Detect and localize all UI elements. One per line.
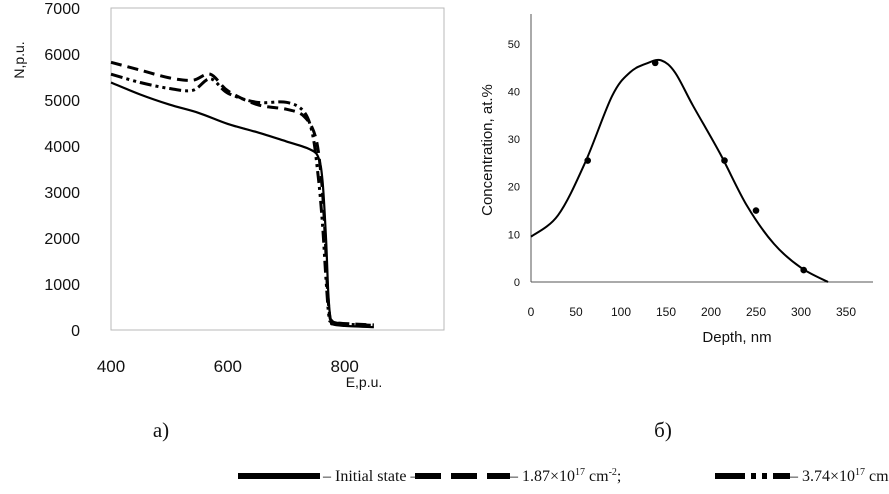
panel-b-x-tick-label: 150 (656, 305, 676, 319)
panel-b-y-tick-label: 10 (508, 229, 520, 241)
panel-a-y-tick-label: 7000 (44, 1, 80, 18)
legend-text-part: – 1.87×10 (509, 468, 575, 485)
panel-b-x-tick-label: 300 (791, 305, 811, 319)
legend-text-part: 17 (855, 467, 865, 478)
legend: – Initial state – – 1.87×1017 cm-2; – 3.7… (238, 467, 889, 485)
panel-a-y-tick-label: 4000 (44, 139, 80, 156)
panel-b-y-tick-label: 50 (508, 39, 520, 51)
legend-label-dose-2: – 3.74×1017 cm-2. (789, 467, 889, 485)
panel-a-plot-frame (110, 7, 445, 331)
panel-b-data-point (800, 266, 807, 274)
panel-b-y-tick-label: 30 (508, 134, 520, 146)
panel-a-x-tick-label: 800 (330, 357, 358, 376)
panel-b-x-tick-label: 350 (836, 305, 856, 319)
panel-a-x-axis-label: E,p.u. (346, 374, 383, 390)
panel-b-x-tick-label: 200 (701, 305, 721, 319)
legend-text-part: -2 (609, 467, 617, 478)
panel-a-y-tick-label: 0 (71, 323, 80, 340)
panel-b: 0 10 20 30 40 50 0 50 100 150 200 250 300 350 Depth, n… (479, 14, 873, 442)
panel-b-data-point (651, 59, 659, 67)
panel-b-label: б) (654, 418, 672, 442)
panel-a-series-line-1 (110, 60, 374, 327)
panel-a-y-tick-label: 6000 (44, 47, 80, 64)
legend-label-initial: – Initial state – (322, 468, 420, 485)
panel-a-label: a) (153, 418, 169, 442)
panel-a-y-tick-label: 1000 (44, 277, 80, 294)
legend-text-part: ; (617, 468, 621, 485)
panel-a-series-line-0 (110, 81, 374, 329)
panel-b-x-axis-label: Depth, nm (702, 329, 771, 346)
panel-b-x-tick-label: 100 (611, 305, 631, 319)
panel-b-y-axis-label: Concentration, at.% (479, 84, 496, 216)
legend-text-part: 17 (575, 467, 585, 478)
panel-a-y-tick-label: 5000 (44, 93, 80, 110)
panel-b-data-point (752, 207, 760, 214)
legend-text-part: – 3.74×10 (789, 468, 855, 485)
panel-a-y-tick-label: 2000 (44, 231, 80, 248)
panel-b-y-tick-label: 20 (508, 182, 520, 194)
legend-text-part: cm (865, 468, 889, 485)
legend-text-part: cm (585, 468, 609, 485)
panel-a-y-tick-label: 3000 (44, 185, 80, 202)
legend-label-dose-1: – 1.87×1017 cm-2; (509, 467, 621, 485)
panel-a-x-tick-label: 400 (97, 357, 125, 376)
panel-b-data-point (721, 157, 728, 164)
panel-b-x-tick-label: 50 (569, 305, 583, 319)
panel-b-y-tick-label: 40 (508, 86, 520, 98)
panel-a: 0 1000 2000 3000 4000 5000 6000 7000 400 600 800E,… (11, 1, 445, 442)
panel-b-x-tick-label: 250 (746, 305, 766, 319)
panel-b-x-tick-label: 0 (528, 305, 535, 319)
panel-a-x-tick-label: 600 (214, 357, 242, 376)
panel-a-y-axis-label: N,p.u. (11, 41, 27, 78)
panel-a-series-line-2 (110, 72, 374, 327)
panel-b-data-point (584, 157, 591, 164)
panel-b-y-tick-label: 0 (514, 277, 520, 289)
panel-b-fit-curve (530, 58, 829, 283)
